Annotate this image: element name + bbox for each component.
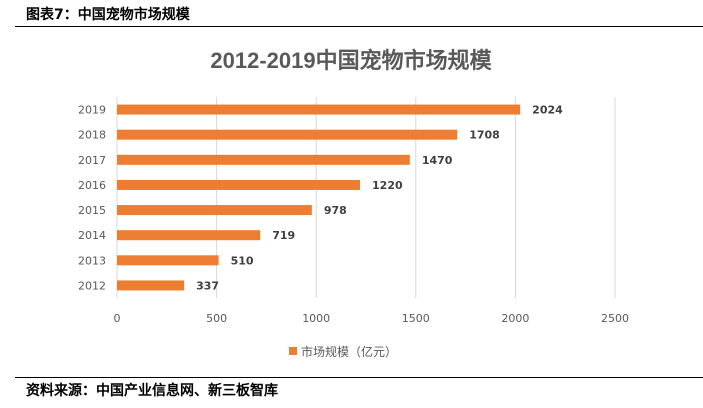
data-label: 510 xyxy=(231,254,254,267)
legend-label: 市场规模（亿元） xyxy=(301,344,397,359)
bar xyxy=(117,230,261,241)
bar xyxy=(117,154,410,165)
y-tick-label: 2012 xyxy=(78,279,106,292)
data-label: 2024 xyxy=(532,104,563,117)
x-tick-label: 0 xyxy=(114,312,121,325)
figure-caption: 图表7：中国宠物市场规模 xyxy=(26,7,190,23)
data-label: 719 xyxy=(272,229,295,242)
data-label: 1708 xyxy=(469,129,500,142)
x-tick-label: 2500 xyxy=(601,312,629,325)
y-tick-label: 2017 xyxy=(78,154,106,167)
bar xyxy=(117,205,312,216)
y-tick-label: 2015 xyxy=(78,204,106,217)
y-tick-label: 2014 xyxy=(78,229,106,242)
bar xyxy=(117,255,219,266)
x-tick-label: 1500 xyxy=(402,312,430,325)
top-divider xyxy=(15,26,703,27)
bar xyxy=(117,280,185,291)
data-label: 1220 xyxy=(372,179,403,192)
bar xyxy=(117,179,361,190)
bar xyxy=(117,104,521,115)
bar xyxy=(117,129,458,140)
y-tick-label: 2016 xyxy=(78,179,106,192)
x-tick-label: 1000 xyxy=(302,312,330,325)
legend-swatch xyxy=(289,347,297,355)
chart-title: 2012-2019中国宠物市场规模 xyxy=(210,48,492,73)
source-note: 资料来源：中国产业信息网、新三板智库 xyxy=(26,383,278,399)
bottom-divider xyxy=(15,377,703,378)
data-label: 337 xyxy=(196,279,219,292)
x-tick-label: 500 xyxy=(206,312,227,325)
x-tick-label: 2000 xyxy=(501,312,529,325)
data-label: 1470 xyxy=(422,154,453,167)
y-tick-label: 2013 xyxy=(78,254,106,267)
y-tick-label: 2018 xyxy=(78,129,106,142)
data-label: 978 xyxy=(324,204,347,217)
y-tick-label: 2019 xyxy=(78,104,106,117)
